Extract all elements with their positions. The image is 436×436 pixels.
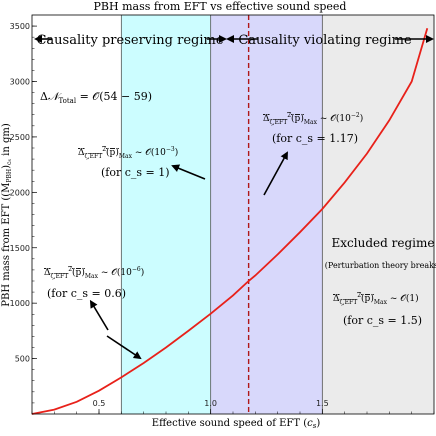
x-tick-label: 0.5: [93, 399, 106, 408]
arrow-cs-1: [171, 164, 206, 180]
annotation-cs-1.5: Δζ,EFT2(p)Max ~ 𝒪(1) (for c_s = 1.5): [333, 292, 422, 327]
y-tick-label: 2500: [10, 133, 30, 142]
arrow-cs-0.6: [106, 335, 142, 360]
y-tick-label: 500: [15, 355, 30, 364]
y-tick-label: 3500: [10, 22, 30, 31]
svg-text:(for c_s = 1): (for c_s = 1): [101, 166, 170, 179]
region-excluded: [322, 15, 434, 414]
y-tick-label: 1500: [10, 244, 30, 253]
series-line: [31, 28, 429, 415]
x-tick-label: 1.5: [316, 399, 329, 408]
svg-text:(for c_s = 0.6): (for c_s = 0.6): [47, 287, 126, 300]
regime-label-preserving: Causality preserving regime: [36, 33, 223, 48]
y-tick-label: 2000: [10, 188, 30, 197]
x-tick-label: 1.0: [204, 399, 217, 408]
svg-text:(for c_s = 1.5): (for c_s = 1.5): [343, 314, 422, 327]
svg-text:(for c_s = 1.17): (for c_s = 1.17): [272, 132, 358, 145]
region-causality-violating: [210, 15, 323, 414]
regime-label-excluded: Excluded regime: [332, 236, 435, 250]
regime-label-violating: Causality violating regime: [238, 33, 412, 48]
chart-title: PBH mass from EFT vs effective sound spe…: [94, 0, 347, 13]
y-tick-label: 3000: [10, 78, 30, 87]
annotation-cs-0.6: Δζ,EFT2(p)Max ~ 𝒪(10−6) (for c_s = 0.6): [44, 266, 144, 331]
plot-frame: [31, 14, 435, 415]
annotation-cs-1: Δζ,EFT2(p)Max ~ 𝒪(10−3) (for c_s = 1): [78, 146, 178, 179]
regime-label-excluded-sub: (Perturbation theory breaks): [325, 261, 436, 270]
svg-text:Δζ,EFT2(p)Max ~ 𝒪(10−3): Δζ,EFT2(p)Max ~ 𝒪(10−3): [78, 146, 178, 160]
svg-text:Δζ,EFT2(p)Max ~ 𝒪(10−6): Δζ,EFT2(p)Max ~ 𝒪(10−6): [44, 266, 144, 280]
x-axis-title: Effective sound speed of EFT (cs): [152, 418, 321, 430]
axis-ticks: 0.5 1.0 1.5 500 1000 1500 2000 2500 3000 3500: [10, 22, 435, 414]
y-axis-title: PBH mass from EFT ((MPBH)cs in gm): [1, 123, 13, 307]
y-tick-label: 1000: [10, 299, 30, 308]
efolds-label: Δ𝒩Total = 𝒪(54 − 59): [40, 90, 152, 105]
arrow-cs-1.17: [263, 151, 288, 196]
